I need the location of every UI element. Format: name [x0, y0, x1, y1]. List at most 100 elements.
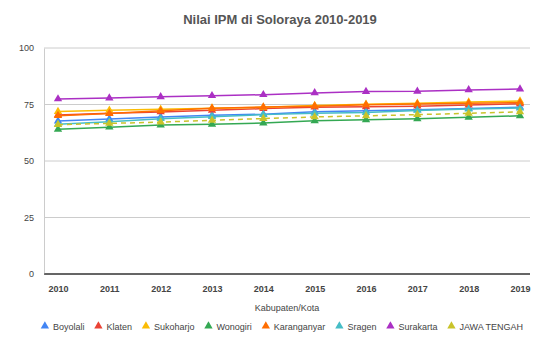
series-point — [259, 114, 267, 121]
series-point — [259, 102, 267, 109]
series-point — [413, 86, 421, 93]
series-point — [413, 110, 421, 117]
series-point — [311, 101, 319, 108]
x-tick-label: 2014 — [254, 284, 274, 294]
series-point — [157, 92, 165, 99]
series-point — [208, 91, 216, 98]
x-tick-label: 2012 — [151, 284, 171, 294]
legend-marker — [94, 321, 102, 328]
legend-item: Sragen — [335, 321, 376, 331]
series-line — [58, 116, 520, 129]
series-point — [465, 108, 473, 115]
y-tick: 100 — [19, 43, 44, 53]
legend-item: Klaten — [94, 321, 132, 331]
chart: Nilai IPM di Soloraya 2010-2019 0 25 50 75 10… — [0, 0, 560, 346]
plot-area — [54, 84, 524, 131]
legend-item: JAWA TENGAH — [447, 321, 523, 331]
title: Nilai IPM di Soloraya 2010-2019 — [183, 12, 377, 27]
x-tick: 2015 — [305, 274, 325, 294]
x-tick-label: 2015 — [305, 284, 325, 294]
legend-label: Karanganyar — [274, 322, 326, 332]
legend-item: Wonogiri — [204, 321, 252, 331]
legend-item: Karanganyar — [262, 321, 326, 331]
series-point — [208, 103, 216, 110]
x-tick: 2012 — [151, 274, 171, 294]
series-line — [58, 89, 520, 99]
series-point — [311, 88, 319, 95]
y-tick-label: 100 — [19, 43, 34, 53]
y-tick-label: 0 — [29, 269, 34, 279]
legend-marker — [262, 321, 270, 328]
legend-label: Sragen — [347, 322, 376, 332]
grid-line — [44, 161, 530, 162]
legend-marker — [386, 321, 394, 328]
series-point — [362, 87, 370, 94]
x-axis: 2010 2011 2012 2013 2014 2015 2016 2017 2018 2019 — [44, 274, 531, 294]
series-point — [105, 119, 113, 126]
x-tick: 2019 — [510, 274, 530, 294]
legend-item: Surakarta — [386, 321, 437, 331]
series-point — [54, 120, 62, 127]
series-point — [259, 102, 267, 109]
x-tick: 2011 — [100, 274, 120, 294]
legend-marker — [335, 321, 343, 328]
y-tick-label: 25 — [24, 213, 34, 223]
legend-label: Boyolali — [53, 322, 85, 332]
legend-marker — [204, 321, 212, 328]
legend: Boyolali Klaten Sukoharjo Wonogiri Karangany… — [41, 321, 523, 331]
y-tick: 50 — [24, 156, 44, 166]
y-axis-line — [44, 49, 45, 275]
series-point — [54, 119, 62, 126]
legend-marker — [41, 321, 49, 328]
series-point — [105, 109, 113, 116]
x-tick: 2016 — [356, 274, 376, 294]
grid — [44, 48, 530, 274]
series-point — [54, 111, 62, 118]
y-tick: 0 — [29, 269, 44, 279]
series-point — [311, 101, 319, 108]
legend-item: Sukoharjo — [142, 321, 195, 331]
series-point — [208, 115, 216, 122]
series-point — [516, 107, 524, 114]
series-point — [208, 103, 216, 110]
x-tick-label: 2017 — [408, 284, 428, 294]
series-line — [58, 108, 520, 124]
x-tick: 2018 — [459, 274, 479, 294]
legend-label: Wonogiri — [216, 322, 251, 332]
series-point — [465, 85, 473, 92]
legend-label: Klaten — [106, 322, 132, 332]
legend-label: JAWA TENGAH — [459, 322, 523, 332]
series-point — [413, 98, 421, 105]
series-point — [362, 100, 370, 107]
series-point — [362, 111, 370, 118]
legend-marker — [142, 321, 150, 328]
grid-line — [44, 274, 530, 275]
x-tick-label: 2010 — [48, 284, 68, 294]
x-tick-label: 2011 — [100, 284, 120, 294]
y-tick: 75 — [24, 100, 44, 110]
x-tick-label: 2018 — [459, 284, 479, 294]
legend-label: Sukoharjo — [154, 322, 195, 332]
series-point — [54, 94, 62, 101]
x-tick-label: 2016 — [356, 284, 376, 294]
series-point — [516, 84, 524, 91]
x-tick-label: 2019 — [510, 284, 530, 294]
x-tick: 2014 — [254, 274, 274, 294]
grid-line — [44, 217, 530, 218]
series-point — [105, 93, 113, 100]
x-tick: 2013 — [202, 274, 222, 294]
x-tick: 2010 — [48, 274, 68, 294]
series-point — [157, 117, 165, 124]
legend-item: Boyolali — [41, 321, 85, 331]
x-axis-line — [44, 274, 530, 275]
series-point — [311, 112, 319, 119]
series-line — [58, 112, 520, 125]
y-tick: 25 — [24, 213, 44, 223]
y-tick-label: 75 — [24, 100, 34, 110]
y-tick-label: 50 — [24, 156, 34, 166]
x-axis-title: Kabupaten/Kota — [255, 303, 320, 313]
legend-marker — [447, 321, 455, 328]
legend-label: Surakarta — [398, 322, 437, 332]
grid-line — [44, 48, 530, 49]
series-point — [157, 106, 165, 113]
